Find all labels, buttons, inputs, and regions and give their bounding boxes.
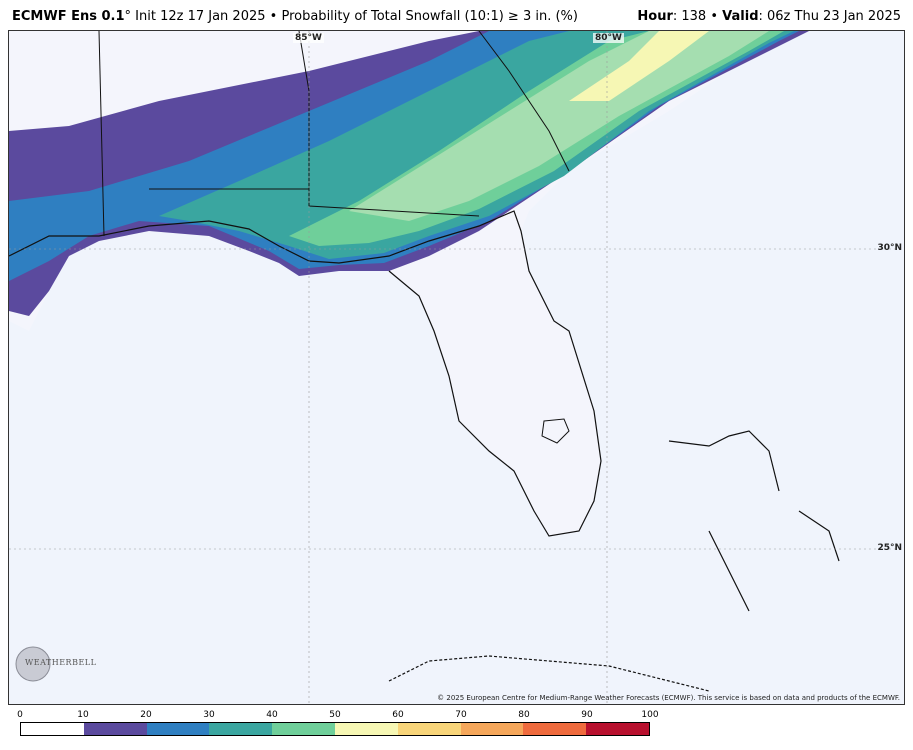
colorbar-tick-label: 20 <box>140 710 152 720</box>
band-50 <box>349 31 769 221</box>
map-canvas <box>9 31 904 704</box>
bahamas-islands <box>668 430 840 612</box>
colorbar-segment <box>334 723 398 735</box>
logo-text: WEATHERBELL <box>25 658 97 667</box>
valid-label: Valid <box>722 9 759 24</box>
degree-symbol: ° <box>124 9 132 24</box>
copyright-notice: © 2025 European Centre for Medium-Range … <box>437 694 900 702</box>
map-header: ECMWF Ens 0.1° Init 12z 17 Jan 2025 • Pr… <box>0 0 913 30</box>
colorbar-segment <box>146 723 210 735</box>
colorbar-tick-label: 0 <box>17 710 23 720</box>
colorbar-tick-label: 60 <box>392 710 404 720</box>
lake-okeechobee <box>541 418 570 444</box>
cuba-coast <box>388 655 710 692</box>
colorbar-tick-label: 40 <box>266 710 278 720</box>
colorbar-tick-label: 80 <box>518 710 530 720</box>
hour-value: : 138 <box>672 9 707 24</box>
colorbar-tick-label: 70 <box>455 710 467 720</box>
model-name: ECMWF Ens 0.1 <box>12 9 125 24</box>
colorbar-tick-label: 50 <box>329 710 341 720</box>
init-time: Init 12z 17 Jan 2025 <box>135 9 266 24</box>
colorbar-segment <box>523 723 587 735</box>
lat-label-25n: 25°N <box>877 543 902 553</box>
logo-globe-icon <box>15 646 51 682</box>
title-right: Hour: 138 • Valid: 06z Thu 23 Jan 2025 <box>637 9 901 24</box>
colorbar-segment <box>460 723 524 735</box>
band-60 <box>569 31 709 101</box>
lon-label-80w: 80°W <box>593 33 624 43</box>
state-border-ms-al <box>98 31 105 237</box>
colorbar-tick-label: 30 <box>203 710 215 720</box>
valid-value: : 06z Thu 23 Jan 2025 <box>758 9 902 24</box>
colorbar-segment <box>21 723 84 735</box>
colorbar-tick-label: 100 <box>641 710 659 720</box>
colorbar-segment <box>272 723 335 735</box>
colorbar-segment <box>83 723 147 735</box>
hour-label: Hour <box>637 9 673 24</box>
colorbar-segment <box>209 723 273 735</box>
forecast-map[interactable]: 85°W 80°W 30°N 25°N WEATHERBELL © 2025 E… <box>8 30 905 705</box>
bullet-separator-2: • <box>710 9 719 24</box>
colorbar-tick-label: 10 <box>77 710 89 720</box>
colorbar-tick-label: 90 <box>581 710 593 720</box>
bullet-separator: • <box>269 9 278 24</box>
colorbar-segment <box>397 723 461 735</box>
weatherbell-logo: WEATHERBELL <box>13 644 97 684</box>
title-left: ECMWF Ens 0.1° Init 12z 17 Jan 2025 • Pr… <box>12 9 578 24</box>
coastline <box>9 210 602 537</box>
lat-label-30n: 30°N <box>877 243 902 253</box>
state-border-ga-sc <box>478 31 570 172</box>
lon-label-85w: 85°W <box>293 33 324 43</box>
product-name: Probability of Total Snowfall (10:1) ≥ 3… <box>281 9 578 24</box>
colorbar <box>20 722 650 736</box>
colorbar-segment <box>586 723 649 735</box>
